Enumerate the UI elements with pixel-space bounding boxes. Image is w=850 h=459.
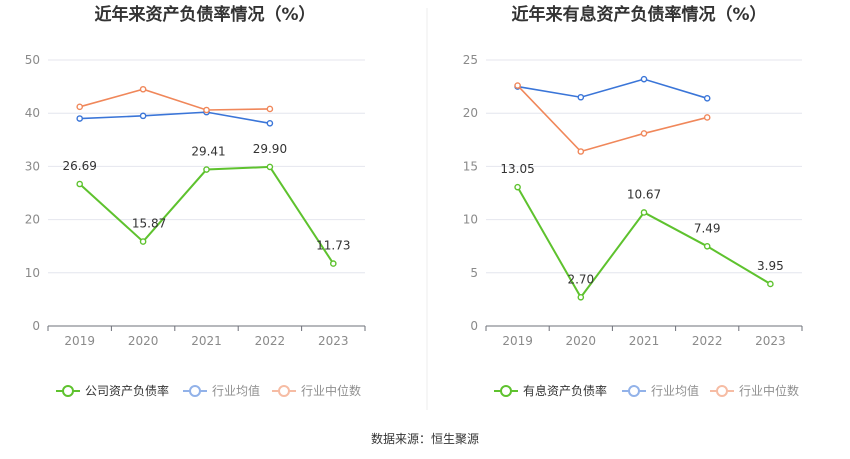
x-tick-label: 2021 <box>191 334 222 348</box>
series-point-2 <box>76 103 83 111</box>
data-label: 2.70 <box>567 272 594 286</box>
series-point-0 <box>329 260 337 267</box>
x-tick-label: 2023 <box>318 334 349 348</box>
series-point-1 <box>139 112 147 120</box>
series-point-0 <box>139 238 147 245</box>
x-tick-label: 2022 <box>255 334 286 348</box>
x-tick-label: 2019 <box>64 334 95 348</box>
series-point-0 <box>703 243 711 250</box>
data-label: 13.05 <box>500 162 534 176</box>
legend-item-1[interactable]: 行业均值 <box>622 383 699 398</box>
legend-swatch-marker <box>716 385 728 397</box>
series-line-2 <box>517 84 708 153</box>
x-tick-label: 2020 <box>128 334 159 348</box>
series-point-0 <box>577 293 585 301</box>
series-point-0 <box>640 209 648 216</box>
series-point-2 <box>577 148 585 155</box>
y-tick-label: 40 <box>25 106 40 120</box>
interest-debt-ratio-chart: 近年来有息资产负债率情况（%） 0 5 10 15 20 25 2019 2020 2021 202… <box>463 4 803 398</box>
series-point-2 <box>139 85 147 93</box>
x-tick-label: 2021 <box>629 334 660 348</box>
x-tick-label: 2023 <box>755 334 786 348</box>
series-point-1 <box>577 93 585 101</box>
series-point-0 <box>514 183 521 191</box>
legend-item-1[interactable]: 行业均值 <box>183 383 260 398</box>
data-label: 29.41 <box>191 145 225 159</box>
legend-label: 行业中位数 <box>739 383 799 398</box>
y-tick-label: 20 <box>25 213 40 227</box>
legend-label: 行业中位数 <box>301 383 361 398</box>
series-line-0 <box>79 165 335 265</box>
legend-item-2[interactable]: 行业中位数 <box>272 383 361 398</box>
data-label: 15.87 <box>132 217 166 231</box>
debt-ratio-chart: 近年来资产负债率情况（%） 0 10 20 30 40 50 2019 2020 2021 2022… <box>25 4 366 398</box>
data-label: 7.49 <box>694 221 721 235</box>
legend-swatch-marker <box>189 385 201 397</box>
series-point-1 <box>640 75 648 83</box>
series-point-2 <box>640 130 648 137</box>
x-tick-label: 2020 <box>566 334 597 348</box>
legend-label: 行业均值 <box>651 383 699 398</box>
chart-title: 近年来资产负债率情况（%） <box>94 4 315 25</box>
legend-item-0[interactable]: 公司资产负债率 <box>56 383 169 398</box>
data-label: 29.90 <box>253 142 287 156</box>
legend-item-2[interactable]: 行业中位数 <box>710 383 799 398</box>
x-tick-label: 2022 <box>692 334 723 348</box>
series-point-2 <box>266 105 274 113</box>
y-tick-label: 0 <box>32 319 40 333</box>
data-source-note: 数据来源：恒生聚源 <box>371 431 479 446</box>
series-point-0 <box>266 163 274 171</box>
y-tick-label: 5 <box>470 266 478 280</box>
y-tick-label: 25 <box>463 53 478 67</box>
legend-label: 公司资产负债率 <box>85 383 169 398</box>
series-point-0 <box>203 166 210 173</box>
series-line-1 <box>79 111 271 125</box>
x-tick-label: 2019 <box>502 334 533 348</box>
legend-swatch-marker <box>500 385 512 397</box>
y-tick-label: 50 <box>25 53 40 67</box>
series-point-1 <box>76 115 83 122</box>
chart-title: 近年来有息资产负债率情况（%） <box>511 4 766 25</box>
series-point-1 <box>266 120 274 127</box>
y-tick-label: 15 <box>463 159 478 173</box>
y-tick-label: 10 <box>25 266 40 280</box>
legend-swatch-marker <box>278 385 290 397</box>
y-tick-label: 10 <box>463 213 478 227</box>
legend-swatch-marker <box>62 385 74 397</box>
legend-item-0[interactable]: 有息资产负债率 <box>494 383 607 398</box>
legend-swatch-marker <box>628 385 640 397</box>
y-tick-label: 0 <box>470 319 478 333</box>
data-label: 26.69 <box>63 159 97 173</box>
series-point-1 <box>703 95 711 102</box>
series-point-2 <box>514 82 521 89</box>
data-label: 3.95 <box>757 259 784 273</box>
y-tick-label: 30 <box>25 159 40 173</box>
series-point-0 <box>76 180 83 188</box>
y-tick-label: 20 <box>463 106 478 120</box>
legend-label: 行业均值 <box>212 383 260 398</box>
data-label: 11.73 <box>316 239 350 253</box>
legend-label: 有息资产负债率 <box>523 383 607 398</box>
data-label: 10.67 <box>627 187 661 201</box>
series-point-0 <box>767 280 774 288</box>
series-line-2 <box>79 88 270 111</box>
series-line-0 <box>516 186 771 300</box>
series-point-2 <box>703 114 711 121</box>
series-line-1 <box>517 78 708 100</box>
series-point-2 <box>203 106 210 114</box>
